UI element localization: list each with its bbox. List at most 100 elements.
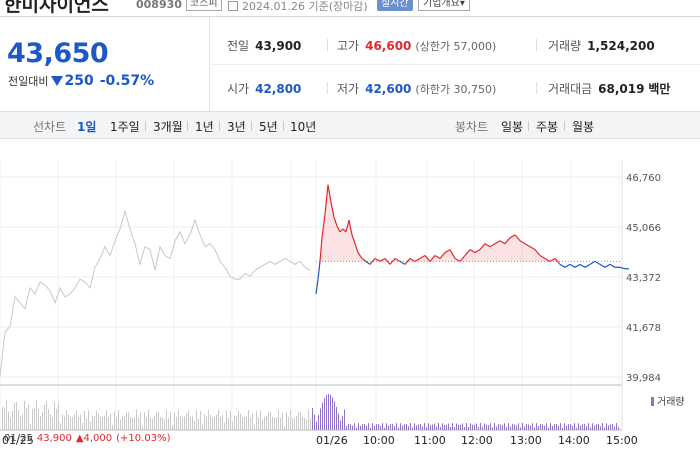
- company-overview-button[interactable]: 기업개요▾: [418, 0, 470, 11]
- volume-bar: [242, 417, 243, 430]
- divider: [219, 121, 220, 131]
- volume-bar: [258, 417, 259, 430]
- volume-bar: [150, 417, 151, 430]
- volume-bar: [452, 423, 453, 430]
- tab-period-1d[interactable]: 1일: [77, 120, 97, 134]
- prev-session-change: ▲4,000: [75, 433, 113, 444]
- y-tick-label: 39,984: [626, 373, 661, 384]
- volume-bar: [504, 423, 505, 430]
- volume-bar: [284, 426, 285, 430]
- volume-bar: [158, 411, 159, 430]
- tab-period-1y[interactable]: 1년: [195, 120, 214, 134]
- volume-bar: [96, 410, 97, 430]
- volume-bar: [382, 423, 383, 430]
- volume-bar: [472, 424, 473, 430]
- volume-bars: [2, 394, 619, 430]
- volume-bar: [90, 421, 91, 430]
- volume-bar: [438, 423, 439, 430]
- tab-candle-weekly[interactable]: 주봉: [536, 120, 559, 134]
- volume-bar: [238, 410, 239, 430]
- y-tick-label: 45,066: [626, 223, 661, 234]
- series-segment: [499, 240, 506, 245]
- series-segment: [317, 261, 321, 280]
- series-segment: [384, 258, 391, 265]
- volume-bar: [272, 417, 273, 430]
- volume-bar: [294, 418, 295, 430]
- stat-unit: 백만: [648, 82, 671, 96]
- volume-bar: [576, 427, 577, 430]
- volume-bar: [94, 416, 95, 430]
- volume-bar: [562, 427, 563, 430]
- volume-bar: [92, 415, 93, 430]
- volume-bar: [350, 424, 351, 430]
- volume-bar: [492, 427, 493, 430]
- date-info: 2024.01.26 기준(장마감): [228, 0, 368, 14]
- volume-bar: [28, 404, 29, 430]
- volume-bar: [312, 407, 313, 430]
- volume-bar: [352, 425, 353, 430]
- tab-period-10y[interactable]: 10년: [290, 120, 317, 134]
- volume-bar: [372, 423, 373, 430]
- y-axis: 46,760 45,066 43,372 41,678 39,984: [626, 173, 661, 384]
- volume-bar: [590, 427, 591, 430]
- tab-candle-monthly[interactable]: 월봉: [572, 120, 595, 134]
- volume-bar: [262, 419, 263, 430]
- volume-bar: [440, 427, 441, 430]
- volume-bar: [288, 416, 289, 430]
- stat-low: 저가 42,600 (하한가 30,750): [337, 80, 496, 97]
- prev-session-pct: (+10.03%): [116, 433, 171, 444]
- volume-bar: [70, 417, 71, 430]
- volume-bar: [110, 413, 111, 430]
- volume-bar: [384, 427, 385, 430]
- tab-period-3y[interactable]: 3년: [227, 120, 246, 134]
- realtime-button[interactable]: 실시간: [377, 0, 413, 11]
- series-segment: [330, 202, 335, 218]
- volume-bar: [264, 416, 265, 430]
- volume-bar: [204, 414, 205, 430]
- series-segment: [484, 243, 491, 248]
- volume-bar: [14, 403, 15, 430]
- stat-label: 저가: [337, 82, 360, 96]
- volume-bar: [194, 421, 195, 430]
- volume-bar: [422, 426, 423, 430]
- volume-bar: [46, 400, 47, 430]
- tab-period-3m[interactable]: 3개월: [153, 120, 183, 134]
- volume-bar: [484, 423, 485, 430]
- volume-bar: [400, 423, 401, 430]
- tab-period-5y[interactable]: 5년: [259, 120, 278, 134]
- series-segment: [369, 258, 376, 265]
- date-suffix: 기준(장마감): [308, 0, 368, 13]
- volume-bar: [202, 423, 203, 430]
- series-segment: [419, 254, 426, 259]
- tab-candle-daily[interactable]: 일봉: [501, 120, 524, 134]
- series-segment: [574, 263, 581, 268]
- volume-bar: [286, 411, 287, 430]
- line-chart-label[interactable]: 선차트: [33, 120, 67, 134]
- x-tick-label: 01/25: [2, 434, 34, 447]
- stock-name[interactable]: 한미사이언스: [4, 0, 109, 16]
- volume-bar: [62, 414, 63, 430]
- volume-bar: [140, 412, 141, 430]
- volume-bar: [178, 410, 179, 430]
- volume-bar: [142, 426, 143, 430]
- volume-bar: [198, 418, 199, 430]
- x-tick-label: 01/26: [316, 434, 348, 447]
- divider: [187, 121, 188, 131]
- volume-bar: [398, 427, 399, 430]
- volume-bar: [526, 423, 527, 430]
- volume-bar: [408, 426, 409, 430]
- candle-chart-label[interactable]: 봉차트: [455, 120, 489, 134]
- volume-bar: [348, 423, 349, 430]
- tab-period-1w[interactable]: 1주일: [110, 120, 140, 134]
- stock-code: 008930: [136, 0, 182, 11]
- series-segment: [519, 240, 526, 245]
- volume-bar: [308, 409, 309, 430]
- volume-bar: [190, 416, 191, 430]
- series-segment: [454, 257, 461, 262]
- volume-bar: [488, 425, 489, 430]
- volume-bar: [64, 416, 65, 430]
- volume-bar: [434, 423, 435, 430]
- volume-bar: [254, 424, 255, 430]
- volume-bar: [32, 408, 33, 430]
